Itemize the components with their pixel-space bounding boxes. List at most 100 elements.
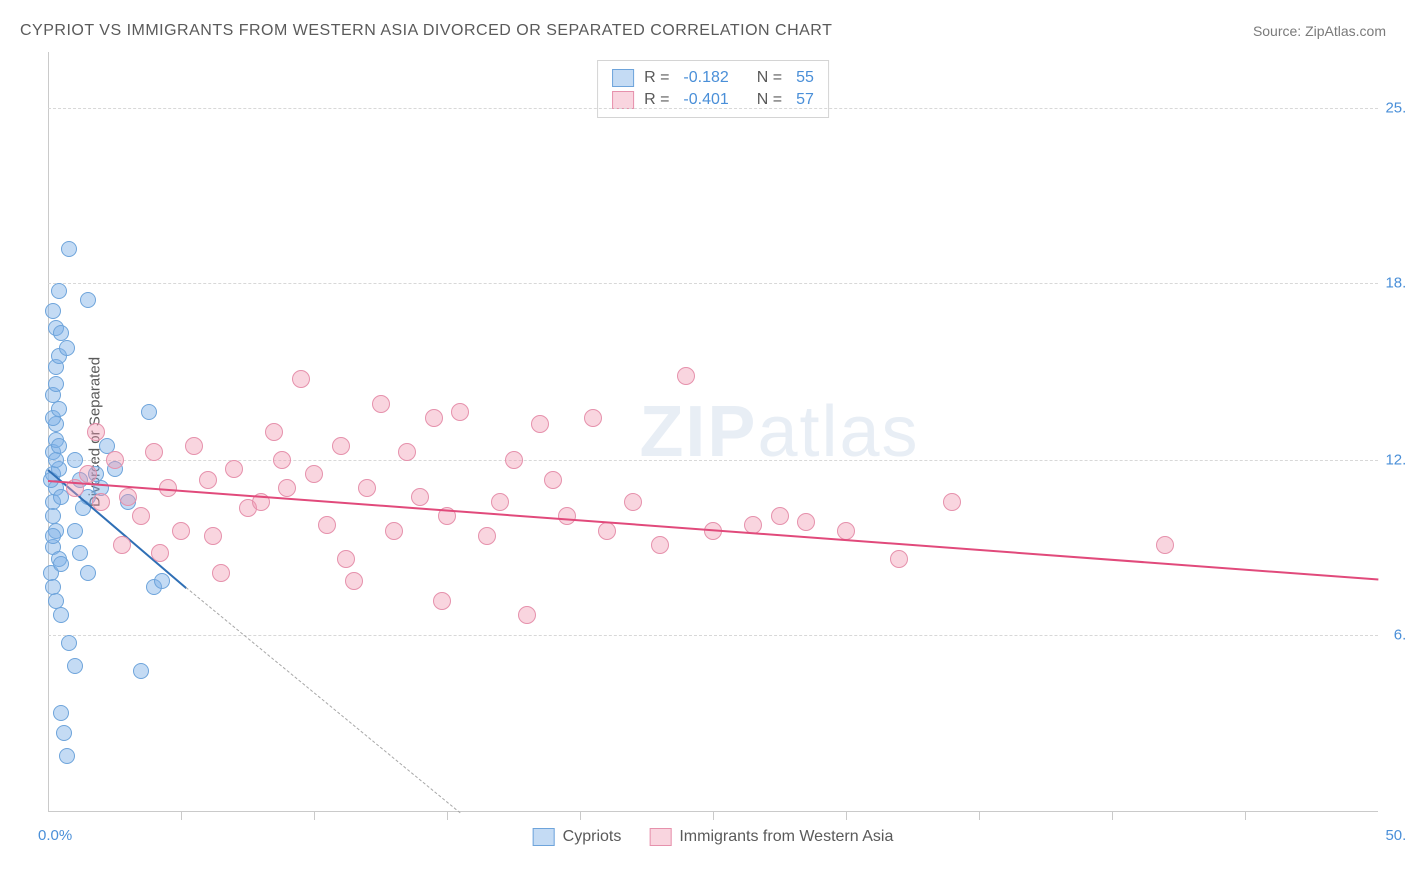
trend-extrapolation — [186, 587, 461, 813]
grid-line — [48, 108, 1378, 109]
data-point — [478, 527, 496, 545]
y-tick-label: 18.8% — [1385, 274, 1406, 291]
data-point — [225, 460, 243, 478]
data-point — [598, 522, 616, 540]
data-point — [145, 443, 163, 461]
x-tick — [447, 812, 448, 820]
r-value: -0.182 — [683, 69, 728, 87]
n-label: N = — [757, 69, 782, 87]
x-tick — [314, 812, 315, 820]
legend-swatch — [612, 69, 634, 87]
data-point — [544, 471, 562, 489]
n-value: 57 — [796, 91, 814, 109]
legend-swatch — [649, 828, 671, 846]
data-point — [61, 241, 77, 257]
data-point — [59, 748, 75, 764]
data-point — [59, 340, 75, 356]
legend-swatch — [612, 91, 634, 109]
data-point — [53, 705, 69, 721]
data-point — [558, 507, 576, 525]
x-tick — [846, 812, 847, 820]
data-point — [491, 493, 509, 511]
data-point — [505, 451, 523, 469]
data-point — [151, 544, 169, 562]
x-tick — [580, 812, 581, 820]
y-tick-label: 12.5% — [1385, 452, 1406, 469]
grid-line — [48, 283, 1378, 284]
data-point — [92, 493, 110, 511]
data-point — [45, 303, 61, 319]
data-point — [797, 513, 815, 531]
data-point — [398, 443, 416, 461]
data-point — [292, 370, 310, 388]
data-point — [185, 437, 203, 455]
data-point — [278, 479, 296, 497]
x-tick — [1112, 812, 1113, 820]
x-tick — [713, 812, 714, 820]
data-point — [53, 325, 69, 341]
data-point — [67, 523, 83, 539]
data-point — [518, 606, 536, 624]
grid-line — [48, 460, 1378, 461]
y-tick-label: 25.0% — [1385, 100, 1406, 117]
legend-label: Cypriots — [563, 828, 622, 846]
chart-title: CYPRIOT VS IMMIGRANTS FROM WESTERN ASIA … — [20, 22, 832, 40]
grid-line — [48, 635, 1378, 636]
data-point — [53, 556, 69, 572]
data-point — [53, 607, 69, 623]
data-point — [584, 409, 602, 427]
data-point — [411, 488, 429, 506]
data-point — [273, 451, 291, 469]
trend-line — [48, 480, 1378, 581]
legend-item: Cypriots — [533, 828, 622, 846]
data-point — [133, 663, 149, 679]
data-point — [172, 522, 190, 540]
data-point — [943, 493, 961, 511]
data-point — [372, 395, 390, 413]
data-point — [624, 493, 642, 511]
data-point — [67, 452, 83, 468]
data-point — [119, 488, 137, 506]
data-point — [51, 438, 67, 454]
data-point — [51, 283, 67, 299]
data-point — [106, 451, 124, 469]
data-point — [318, 516, 336, 534]
data-point — [80, 292, 96, 308]
data-point — [79, 465, 97, 483]
x-tick — [1245, 812, 1246, 820]
r-label: R = — [644, 91, 669, 109]
data-point — [154, 573, 170, 589]
data-point — [67, 658, 83, 674]
data-point — [141, 404, 157, 420]
n-value: 55 — [796, 69, 814, 87]
data-point — [212, 564, 230, 582]
data-point — [45, 528, 61, 544]
data-point — [345, 572, 363, 590]
data-point — [305, 465, 323, 483]
n-label: N = — [757, 91, 782, 109]
data-point — [48, 376, 64, 392]
data-point — [531, 415, 549, 433]
legend-item: Immigrants from Western Asia — [649, 828, 893, 846]
x-axis-origin: 0.0% — [38, 827, 72, 844]
data-point — [113, 536, 131, 554]
data-point — [677, 367, 695, 385]
data-point — [87, 423, 105, 441]
r-label: R = — [644, 69, 669, 87]
data-point — [451, 403, 469, 421]
data-point — [204, 527, 222, 545]
chart-header: CYPRIOT VS IMMIGRANTS FROM WESTERN ASIA … — [20, 22, 1386, 40]
data-point — [265, 423, 283, 441]
data-point — [332, 437, 350, 455]
data-point — [337, 550, 355, 568]
data-point — [358, 479, 376, 497]
data-point — [48, 452, 64, 468]
chart-container: Divorced or Separated ZIPatlas R =-0.182… — [48, 52, 1378, 812]
r-value: -0.401 — [683, 91, 728, 109]
data-point — [771, 507, 789, 525]
legend-row: R = -0.182 N = 55 — [612, 67, 814, 89]
data-point — [61, 635, 77, 651]
data-point — [385, 522, 403, 540]
data-point — [890, 550, 908, 568]
series-legend: Cypriots Immigrants from Western Asia — [533, 828, 894, 846]
